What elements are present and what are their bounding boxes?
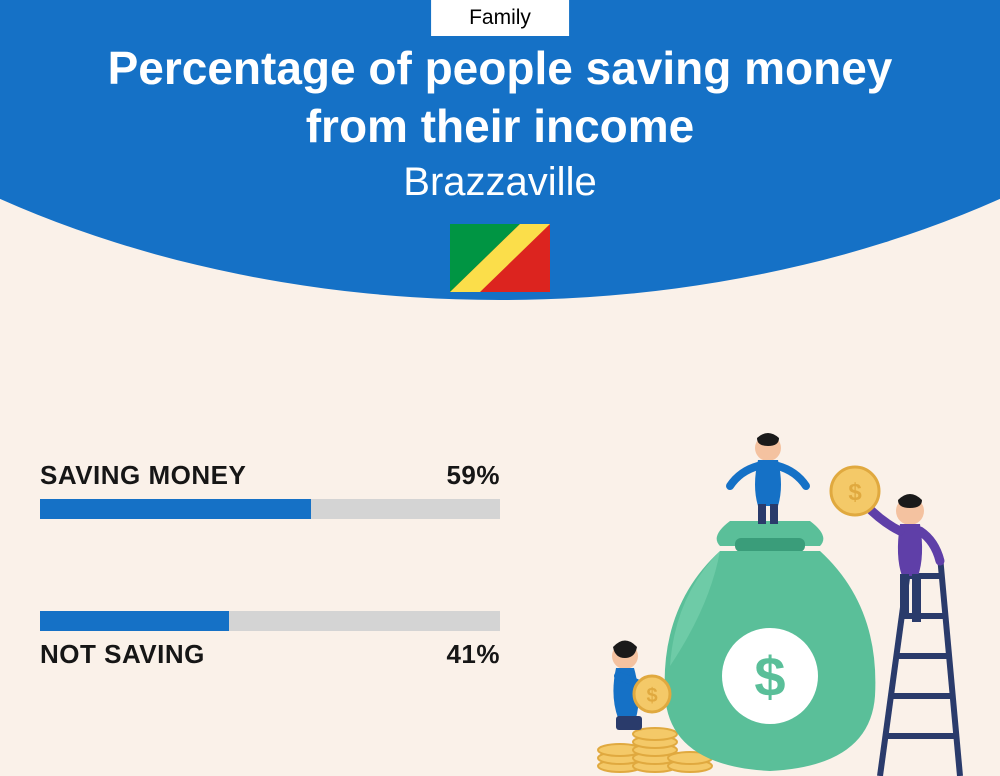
title-line-1: Percentage of people saving money bbox=[108, 42, 893, 94]
page-title: Percentage of people saving money from t… bbox=[0, 40, 1000, 155]
bar-group-notsaving: NOT SAVING 41% bbox=[40, 611, 500, 670]
bar-labels-notsaving: NOT SAVING 41% bbox=[40, 639, 500, 670]
bar-track bbox=[40, 611, 500, 631]
bar-track bbox=[40, 499, 500, 519]
bar-fill-notsaving bbox=[40, 611, 229, 631]
flag-icon bbox=[450, 224, 550, 292]
bar-label: NOT SAVING bbox=[40, 639, 205, 670]
person-top-icon bbox=[730, 433, 806, 524]
category-tag: Family bbox=[431, 0, 569, 36]
bars-container: SAVING MONEY 59% NOT SAVING 41% bbox=[40, 460, 500, 762]
svg-text:$: $ bbox=[848, 479, 862, 506]
person-sitting-icon: $ bbox=[612, 641, 670, 731]
bar-label: SAVING MONEY bbox=[40, 460, 246, 491]
bar-fill-saving bbox=[40, 499, 311, 519]
svg-text:$: $ bbox=[754, 645, 785, 708]
bar-group-saving: SAVING MONEY 59% bbox=[40, 460, 500, 519]
title-line-2: from their income bbox=[306, 100, 695, 152]
svg-text:$: $ bbox=[646, 685, 657, 707]
savings-illustration: $ $ $ bbox=[580, 426, 980, 776]
bar-value: 59% bbox=[446, 460, 500, 491]
money-bag-icon: $ bbox=[665, 521, 876, 771]
bar-value: 41% bbox=[446, 639, 500, 670]
bar-labels-saving: SAVING MONEY 59% bbox=[40, 460, 500, 491]
page-subtitle: Brazzaville bbox=[0, 160, 1000, 205]
